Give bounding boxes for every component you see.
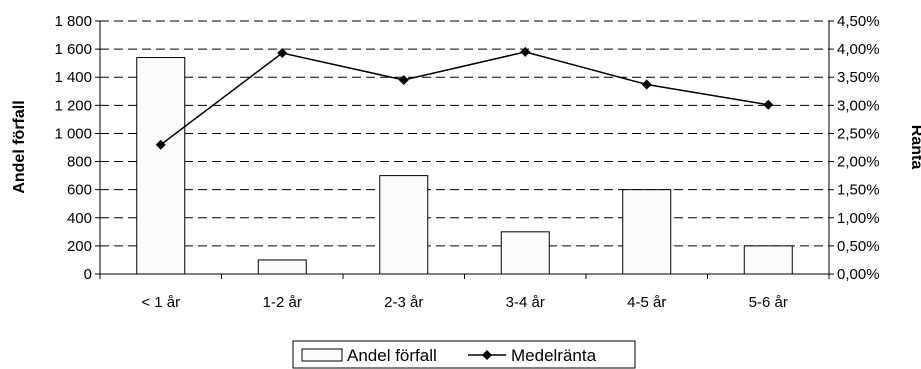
legend: Andel förfall Medelränta bbox=[292, 340, 636, 369]
x-tick-label: 4-5 år bbox=[627, 294, 666, 311]
y-tick-label: 1 800 bbox=[54, 13, 92, 30]
y2-tick-label: 3,50% bbox=[837, 69, 880, 86]
bar bbox=[136, 57, 186, 275]
y-tick-label: 200 bbox=[67, 238, 92, 255]
line-path bbox=[160, 51, 769, 146]
legend-label-bar: Andel förfall bbox=[347, 346, 437, 365]
y2-tick-label: 3,00% bbox=[837, 97, 880, 114]
bar bbox=[500, 231, 550, 275]
y2-tick-label: 0,00% bbox=[837, 266, 880, 283]
y-tick-label: 400 bbox=[67, 210, 92, 227]
legend-label-line: Medelränta bbox=[511, 346, 597, 365]
line-marker bbox=[155, 139, 166, 150]
bar bbox=[379, 175, 429, 275]
y2-axis-title: Ränta bbox=[908, 125, 921, 170]
y-tick-label: 1 000 bbox=[54, 125, 92, 142]
x-tick-label: < 1 år bbox=[141, 294, 180, 311]
line-marker bbox=[398, 75, 409, 86]
bars bbox=[136, 57, 793, 275]
y-tick-label: 800 bbox=[67, 154, 92, 171]
left-axis-ticks: 0 200 400 600 800 1 000 1 200 1 400 1 600 1 800 bbox=[54, 13, 100, 283]
legend-border bbox=[292, 340, 636, 369]
y-tick-label: 1 600 bbox=[54, 41, 92, 58]
y2-tick-label: 2,50% bbox=[837, 125, 880, 142]
y-tick-label: 1 200 bbox=[54, 97, 92, 114]
line-marker bbox=[520, 46, 531, 57]
bar bbox=[743, 245, 793, 275]
line-marker bbox=[277, 48, 288, 59]
y-tick-label: 0 bbox=[84, 266, 92, 283]
legend-line-marker bbox=[482, 350, 492, 360]
y2-tick-label: 1,00% bbox=[837, 210, 880, 227]
x-tick-label: 2-3 år bbox=[384, 294, 423, 311]
y2-tick-label: 4,50% bbox=[837, 13, 880, 30]
x-tick-label: 3-4 år bbox=[506, 294, 545, 311]
line-marker bbox=[763, 99, 774, 110]
y2-tick-label: 2,00% bbox=[837, 154, 880, 171]
x-tick-label: 5-6 år bbox=[749, 294, 788, 311]
y2-tick-label: 0,50% bbox=[837, 238, 880, 255]
bar bbox=[622, 189, 672, 275]
y2-tick-label: 1,50% bbox=[837, 182, 880, 199]
y-axis-title: Andel förfall bbox=[11, 100, 28, 193]
legend-bar-swatch bbox=[301, 348, 343, 362]
line-marker bbox=[641, 79, 652, 90]
y-tick-label: 1 400 bbox=[54, 69, 92, 86]
x-tick-label: 1-2 år bbox=[263, 294, 302, 311]
y2-tick-label: 4,00% bbox=[837, 41, 880, 58]
right-axis-ticks: 0,00% 0,50% 1,00% 1,50% 2,00% 2,50% 3,00% 3,50%… bbox=[829, 13, 880, 283]
line-series bbox=[155, 46, 774, 150]
y-tick-label: 600 bbox=[67, 182, 92, 199]
axes bbox=[99, 21, 830, 275]
x-axis-ticks: < 1 år 1-2 år 2-3 år 3-4 år 4-5 år 5-6 år bbox=[99, 274, 830, 311]
gridlines bbox=[100, 20, 829, 247]
bar bbox=[257, 259, 307, 275]
